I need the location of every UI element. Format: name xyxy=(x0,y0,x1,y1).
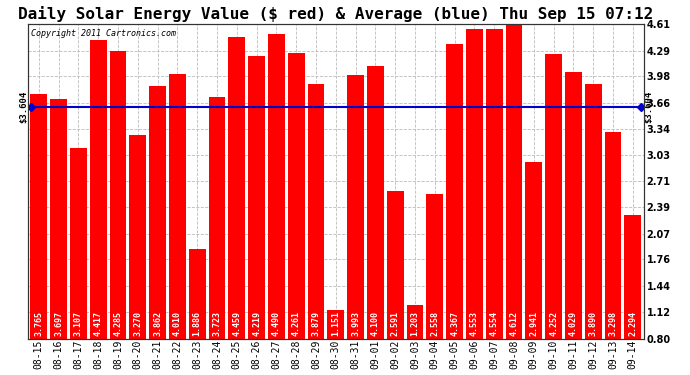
Bar xyxy=(189,249,206,339)
Bar xyxy=(466,29,483,339)
Bar xyxy=(169,74,186,339)
Text: 1.203: 1.203 xyxy=(411,311,420,336)
Text: 2.294: 2.294 xyxy=(629,311,638,336)
Text: 4.553: 4.553 xyxy=(470,311,479,336)
Text: 3.862: 3.862 xyxy=(153,311,162,336)
Text: $3.604: $3.604 xyxy=(644,91,653,123)
Bar xyxy=(70,148,87,339)
Text: 3.879: 3.879 xyxy=(311,311,320,336)
Bar xyxy=(308,84,324,339)
Text: 4.417: 4.417 xyxy=(94,311,103,336)
Text: 3.723: 3.723 xyxy=(213,311,221,336)
Bar xyxy=(565,72,582,339)
Text: 4.219: 4.219 xyxy=(252,311,261,336)
Text: $3.604: $3.604 xyxy=(19,91,28,123)
Bar xyxy=(129,135,146,339)
Bar xyxy=(268,34,285,339)
Bar xyxy=(604,132,622,339)
Text: 4.010: 4.010 xyxy=(173,311,182,336)
Bar xyxy=(585,84,602,339)
Text: 4.459: 4.459 xyxy=(233,311,241,336)
Bar xyxy=(90,40,106,339)
Title: Daily Solar Energy Value ($ red) & Average (blue) Thu Sep 15 07:12: Daily Solar Energy Value ($ red) & Avera… xyxy=(18,6,653,21)
Bar xyxy=(525,162,542,339)
Text: 3.890: 3.890 xyxy=(589,311,598,336)
Text: 4.612: 4.612 xyxy=(509,311,518,336)
Text: 3.697: 3.697 xyxy=(54,311,63,336)
Bar xyxy=(506,24,522,339)
Bar xyxy=(50,99,67,339)
Text: 2.558: 2.558 xyxy=(431,311,440,336)
Bar xyxy=(486,29,502,339)
Text: 4.490: 4.490 xyxy=(272,311,281,336)
Bar xyxy=(327,310,344,339)
Bar xyxy=(288,53,304,339)
Bar xyxy=(248,56,265,339)
Text: 4.029: 4.029 xyxy=(569,311,578,336)
Bar xyxy=(30,94,47,339)
Bar xyxy=(149,86,166,339)
Bar xyxy=(426,194,443,339)
Text: 3.107: 3.107 xyxy=(74,311,83,336)
Text: 2.941: 2.941 xyxy=(529,311,538,336)
Text: 4.252: 4.252 xyxy=(549,311,558,336)
Text: 2.591: 2.591 xyxy=(391,311,400,336)
Text: Copyright 2011 Cartronics.com: Copyright 2011 Cartronics.com xyxy=(31,29,176,38)
Text: 3.270: 3.270 xyxy=(133,311,142,336)
Text: 1.886: 1.886 xyxy=(193,311,201,336)
Text: 4.554: 4.554 xyxy=(490,311,499,336)
Bar xyxy=(228,37,245,339)
Bar xyxy=(545,54,562,339)
Bar xyxy=(367,66,384,339)
Bar xyxy=(387,191,404,339)
Text: 3.993: 3.993 xyxy=(351,311,360,336)
Bar xyxy=(208,98,226,339)
Text: 4.100: 4.100 xyxy=(371,311,380,336)
Bar xyxy=(110,51,126,339)
Bar xyxy=(406,305,424,339)
Bar xyxy=(624,215,641,339)
Text: 4.261: 4.261 xyxy=(292,311,301,336)
Text: 3.298: 3.298 xyxy=(609,311,618,336)
Text: 1.151: 1.151 xyxy=(331,311,340,336)
Bar xyxy=(347,75,364,339)
Bar xyxy=(446,44,463,339)
Text: 3.765: 3.765 xyxy=(34,311,43,336)
Text: 4.285: 4.285 xyxy=(113,311,122,336)
Text: 4.367: 4.367 xyxy=(450,311,459,336)
